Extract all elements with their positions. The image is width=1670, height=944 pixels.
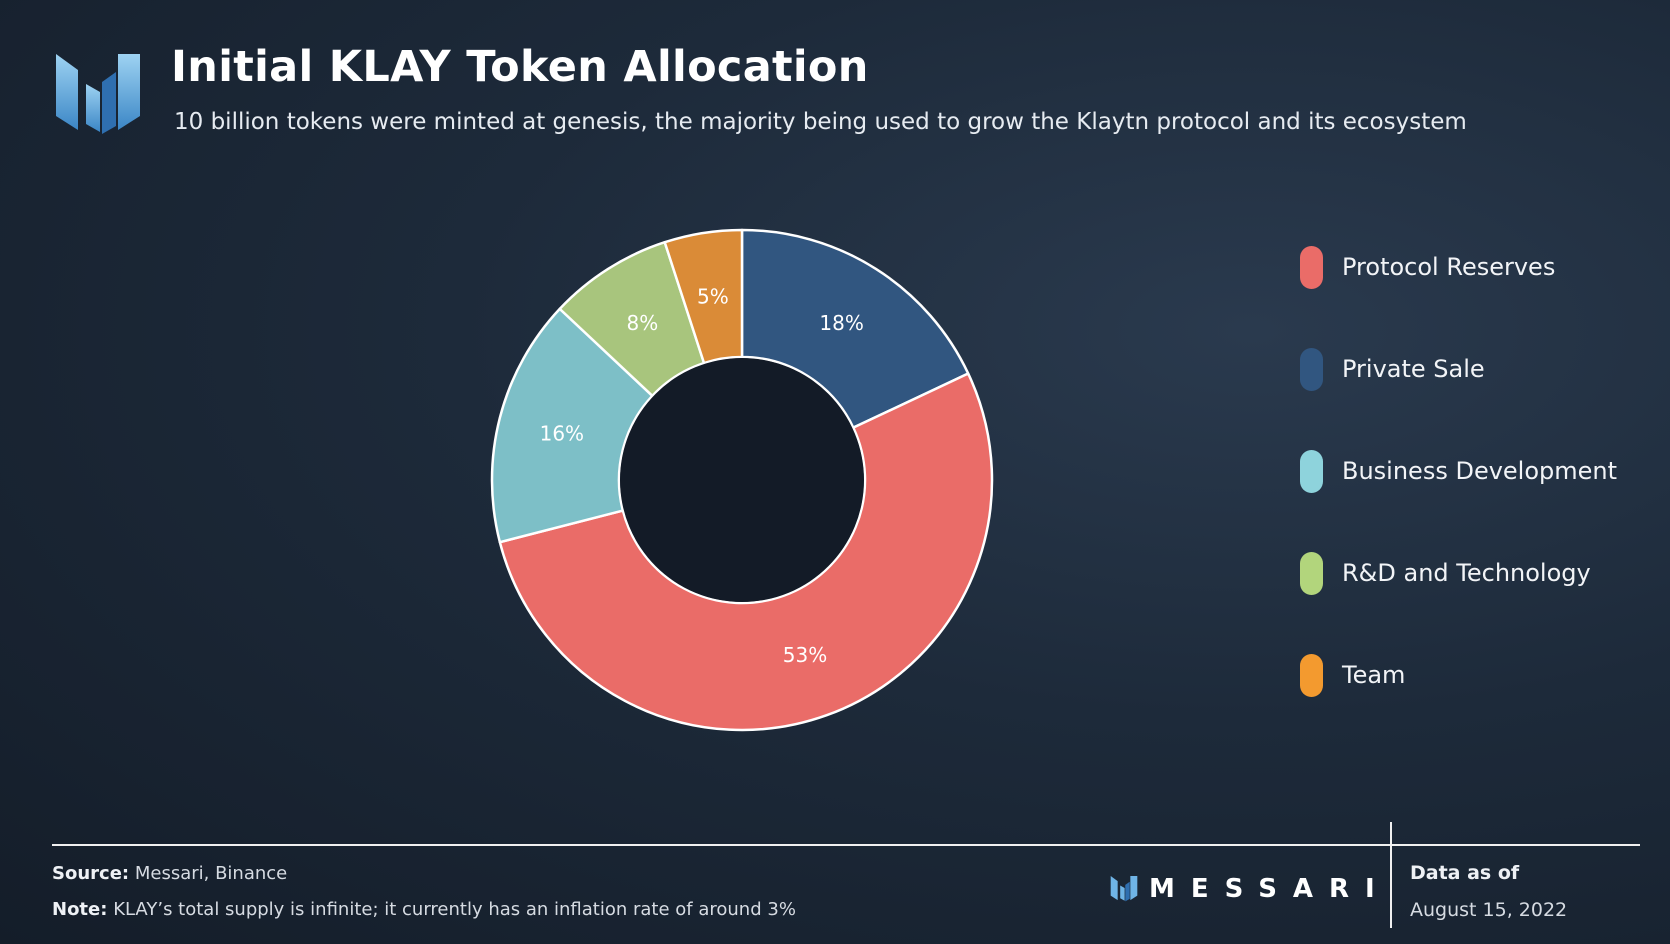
slice-data-label: 16% [540, 422, 584, 446]
brand-wordmark: MESSARI [1149, 874, 1391, 904]
slice-team [663, 228, 744, 365]
legend-item-protocol-reserves: Protocol Reserves [1300, 245, 1640, 289]
note-label: Note: [52, 899, 108, 920]
chart-title: Initial KLAY Token Allocation [171, 42, 869, 92]
source-label: Source: [52, 863, 130, 884]
slice-protocol-reserves [498, 372, 994, 732]
legend-swatch [1300, 551, 1323, 595]
data-as-of-label: Data as of [1410, 862, 1520, 884]
legend-label: Private Sale [1342, 355, 1485, 383]
data-as-of-date: August 15, 2022 [1410, 899, 1568, 921]
slice-data-label: 18% [819, 311, 863, 335]
legend-item-team: Team [1300, 653, 1640, 697]
footer-divider [52, 844, 1640, 846]
legend-swatch [1300, 449, 1323, 493]
legend-item-rd-and-technology: R&D and Technology [1300, 551, 1640, 595]
slice-data-label: 53% [783, 643, 827, 667]
legend-item-private-sale: Private Sale [1300, 347, 1640, 391]
legend-swatch [1300, 347, 1323, 391]
note-text: KLAY’s total supply is infinite; it curr… [113, 899, 796, 920]
source-line: Source: Messari, Binance [52, 863, 287, 884]
chart-subtitle: 10 billion tokens were minted at genesis… [174, 109, 1467, 135]
source-text: Messari, Binance [134, 863, 288, 884]
slice-data-label: 8% [626, 311, 658, 335]
legend-label: Business Development [1342, 457, 1618, 485]
messari-mark-icon [1110, 876, 1138, 902]
slice-private-sale [740, 228, 970, 429]
slice-data-label: 5% [697, 284, 729, 308]
legend-label: Team [1342, 661, 1406, 689]
legend-item-business-development: Business Development [1300, 449, 1640, 493]
legend-swatch [1300, 653, 1323, 697]
messari-brand: MESSARI [1109, 874, 1391, 904]
footer-vertical-divider [1390, 822, 1392, 928]
donut-hole [620, 358, 864, 602]
legend-label: R&D and Technology [1342, 559, 1591, 587]
messari-logo-icon [56, 54, 140, 134]
note-line: Note: KLAY’s total supply is infinite; i… [52, 899, 796, 920]
slice-business-development [490, 307, 654, 544]
legend-label: Protocol Reserves [1342, 253, 1556, 281]
legend-swatch [1300, 245, 1323, 289]
